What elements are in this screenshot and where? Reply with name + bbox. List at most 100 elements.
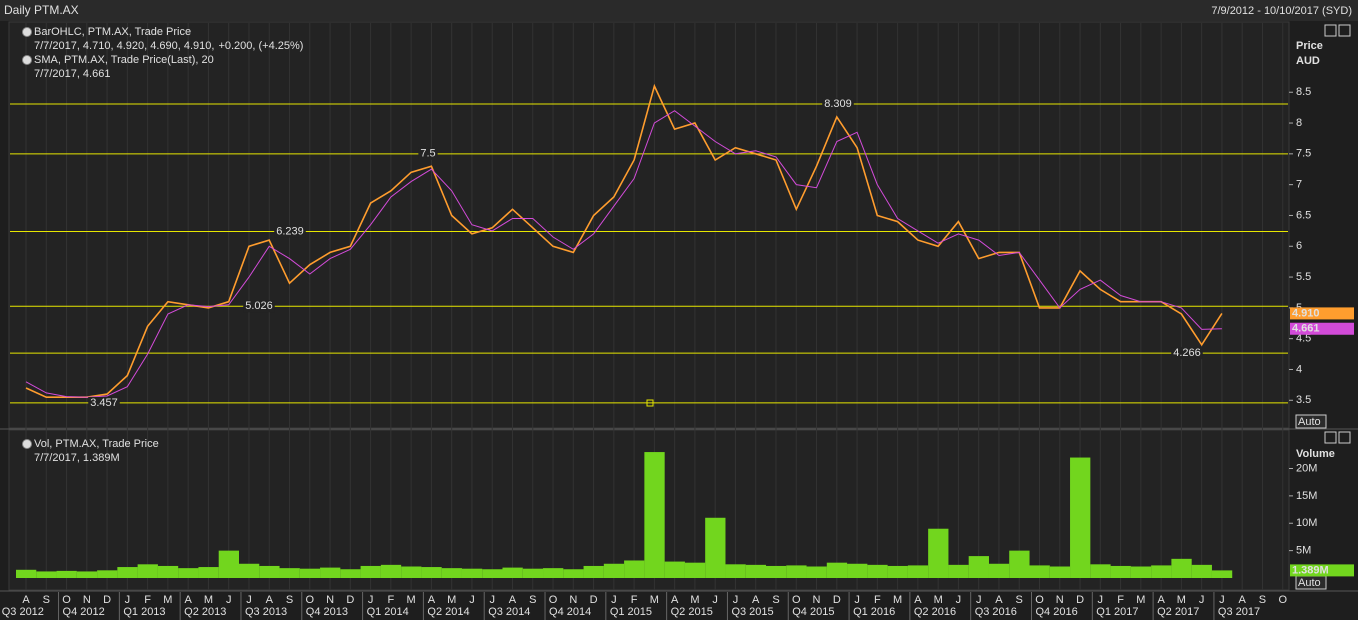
level-label-bg bbox=[822, 98, 854, 111]
y-tick-label: 4 bbox=[1296, 363, 1302, 375]
quarter-label: Q1 2016 bbox=[853, 606, 895, 618]
quarter-label: Q2 2016 bbox=[914, 606, 956, 618]
quarter-label: Q1 2015 bbox=[610, 606, 652, 618]
legend-detail: 7/7/2017, 4.661 bbox=[34, 68, 110, 80]
last-value-tag bbox=[1290, 307, 1354, 320]
month-label: F bbox=[144, 594, 151, 606]
sma-line bbox=[25, 110, 1222, 398]
y-tick-label: 15M bbox=[1296, 490, 1317, 502]
legend-icon[interactable] bbox=[22, 27, 32, 37]
month-label: F bbox=[874, 594, 881, 606]
month-label: M bbox=[1177, 594, 1186, 606]
volume-bar bbox=[1171, 558, 1192, 578]
month-label: S bbox=[1016, 594, 1023, 606]
volume-bar bbox=[847, 563, 868, 578]
volume-bar bbox=[867, 564, 888, 578]
scale-button-label: Auto bbox=[1298, 416, 1321, 428]
last-value-tag bbox=[1290, 564, 1354, 577]
scale-button[interactable] bbox=[1295, 414, 1327, 429]
volume-bar bbox=[320, 567, 341, 578]
volume-bar bbox=[786, 565, 807, 578]
volume-bar bbox=[360, 565, 381, 578]
quarter-label: Q4 2016 bbox=[1036, 606, 1078, 618]
axis-unit: AUD bbox=[1296, 55, 1320, 67]
volume-bar bbox=[745, 564, 767, 578]
y-tick-label: 3.5 bbox=[1296, 394, 1311, 406]
volume-bar bbox=[1049, 566, 1071, 578]
axis-title: Price bbox=[1296, 40, 1323, 52]
quarter-label: Q3 2016 bbox=[975, 606, 1017, 618]
month-label: D bbox=[590, 594, 598, 606]
header-bar bbox=[0, 0, 1358, 21]
month-label: A bbox=[752, 594, 760, 606]
month-label: J bbox=[1098, 594, 1104, 606]
level-label-bg bbox=[418, 147, 438, 160]
quarter-label: Q4 2012 bbox=[63, 606, 105, 618]
volume-bar bbox=[907, 565, 929, 578]
month-label: M bbox=[934, 594, 943, 606]
volume-bar bbox=[1009, 550, 1030, 578]
close-button[interactable] bbox=[1338, 431, 1351, 444]
restore-button[interactable] bbox=[1324, 24, 1337, 37]
quarter-label: Q3 2013 bbox=[245, 606, 287, 618]
volume-bar bbox=[1151, 565, 1172, 578]
volume-bar bbox=[401, 566, 422, 578]
volume-bar bbox=[928, 528, 949, 578]
volume-bar bbox=[1191, 564, 1212, 578]
level-label-bg bbox=[88, 396, 120, 409]
quarter-label: Q3 2015 bbox=[731, 606, 773, 618]
y-tick-label: 7 bbox=[1296, 179, 1302, 191]
month-label: D bbox=[833, 594, 841, 606]
month-label: J bbox=[1199, 594, 1205, 606]
volume-bar bbox=[117, 567, 138, 578]
month-label: J bbox=[226, 594, 232, 606]
month-label: D bbox=[103, 594, 111, 606]
month-label: O bbox=[1035, 594, 1044, 606]
restore-button[interactable] bbox=[1324, 431, 1337, 444]
quarter-label: Q3 2012 bbox=[2, 606, 44, 618]
month-label: S bbox=[286, 594, 293, 606]
month-label: O bbox=[1278, 594, 1287, 606]
legend-title: Vol, PTM.AX, Trade Price bbox=[34, 438, 159, 450]
level-label: 7.5 bbox=[420, 148, 435, 160]
month-label: J bbox=[469, 594, 475, 606]
close-button[interactable] bbox=[1338, 24, 1351, 37]
volume-bar bbox=[948, 564, 969, 578]
month-label: J bbox=[733, 594, 739, 606]
volume-bar bbox=[299, 568, 321, 578]
month-label: F bbox=[387, 594, 394, 606]
month-label: M bbox=[204, 594, 213, 606]
legend-detail: 7/7/2017, 4.710, 4.920, 4.690, 4.910, bbox=[34, 40, 214, 52]
level-label-bg bbox=[1171, 347, 1203, 360]
month-label: A bbox=[995, 594, 1003, 606]
volume-bar bbox=[259, 565, 280, 578]
volume-bar bbox=[664, 561, 685, 578]
volume-bar bbox=[218, 550, 239, 578]
legend-change: +0.200, (+4.25%) bbox=[218, 40, 303, 52]
month-label: A bbox=[509, 594, 517, 606]
month-label: O bbox=[305, 594, 314, 606]
date-range: 7/9/2012 - 10/10/2017 (SYD) bbox=[1211, 5, 1352, 17]
month-label: S bbox=[43, 594, 50, 606]
volume-bar bbox=[968, 556, 989, 578]
month-label: O bbox=[62, 594, 71, 606]
month-label: N bbox=[326, 594, 334, 606]
volume-bar bbox=[340, 569, 361, 578]
month-label: J bbox=[611, 594, 617, 606]
price-line bbox=[25, 83, 1223, 398]
month-label: S bbox=[529, 594, 536, 606]
volume-bar bbox=[76, 571, 98, 578]
month-label: J bbox=[489, 594, 495, 606]
month-label: J bbox=[125, 594, 131, 606]
y-tick-label: 10M bbox=[1296, 517, 1317, 529]
volume-bar bbox=[1070, 457, 1091, 578]
legend-icon[interactable] bbox=[22, 55, 32, 65]
volume-bar bbox=[380, 564, 402, 578]
volume-bar bbox=[603, 563, 625, 578]
axis-title: Volume bbox=[1296, 448, 1335, 460]
legend-icon[interactable] bbox=[22, 439, 32, 449]
month-label: A bbox=[22, 594, 30, 606]
last-value-tag bbox=[1290, 322, 1354, 335]
quarter-label: Q4 2013 bbox=[306, 606, 348, 618]
